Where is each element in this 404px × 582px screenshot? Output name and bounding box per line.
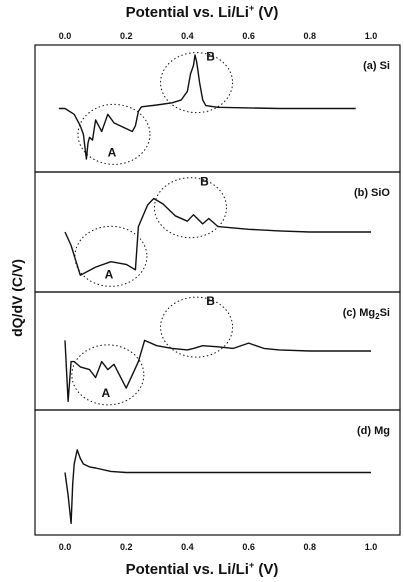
bottom-axis-title-super: + [249, 560, 254, 570]
panel-label: (c) Mg2Si [343, 307, 390, 321]
top-axis-title-tail: (V) [254, 4, 278, 21]
series-line [64, 449, 371, 525]
series-line [58, 54, 356, 160]
annotation-ellipse [153, 177, 227, 239]
top-axis-title: Potential vs. Li/Li+ (V) [126, 3, 279, 21]
annotation-label: B [206, 50, 215, 64]
top-tick-label: 0.0 [59, 31, 72, 41]
panel: (d) Mg [34, 409, 401, 536]
bottom-tick-label: 1.0 [365, 542, 378, 552]
bottom-tick-label: 0.8 [304, 542, 317, 552]
panel: (b) SiO A B [34, 171, 401, 293]
top-tick-label: 0.4 [181, 31, 194, 41]
panel-label: (d) Mg [357, 425, 390, 437]
annotation-ellipse [160, 296, 234, 358]
bottom-tick-label: 0.0 [59, 542, 72, 552]
series-line [64, 197, 371, 276]
bottom-axis-title: Potential vs. Li/Li+ (V) [126, 560, 279, 578]
annotation-label: B [206, 294, 215, 308]
top-tick-label: 0.2 [120, 31, 133, 41]
top-tick-label: 0.6 [242, 31, 255, 41]
annotation-label: A [102, 386, 111, 400]
top-axis-title-main: Potential vs. Li/Li [126, 4, 249, 21]
top-tick-label: 0.8 [304, 31, 317, 41]
panel-label-tail: Si [380, 307, 390, 319]
panel: (a) Si A B [34, 44, 401, 173]
bottom-axis-title-main: Potential vs. Li/Li [126, 561, 249, 578]
bottom-tick-label: 0.4 [181, 542, 194, 552]
panel-frame [34, 409, 401, 536]
annotation-ellipse [71, 344, 145, 406]
series-line [64, 339, 371, 403]
panel-label: (a) Si [363, 60, 390, 72]
annotation-label: B [200, 175, 209, 189]
panel-label-subscript: 2 [375, 312, 380, 321]
annotation-ellipse [160, 52, 234, 114]
panel: (c) Mg2Si A B [34, 291, 401, 411]
annotation-ellipse [77, 103, 151, 165]
panel-label-text: (c) Mg [343, 307, 375, 319]
bottom-tick-labels: 0.0 0.2 0.4 0.6 0.8 1.0 [59, 542, 378, 552]
annotation-label: A [105, 267, 114, 281]
top-axis-title-super: + [249, 3, 254, 13]
annotation-label: A [108, 145, 117, 159]
panel-label: (b) SiO [354, 187, 390, 199]
top-tick-labels: 0.0 0.2 0.4 0.6 0.8 1.0 [59, 31, 378, 41]
bottom-tick-label: 0.2 [120, 542, 133, 552]
bottom-axis-title-tail: (V) [254, 561, 278, 578]
top-tick-label: 1.0 [365, 31, 378, 41]
panels: (a) Si A B (b) SiO A B (c) Mg2Si A B (d) Mg [34, 44, 401, 536]
y-axis-title: dQ/dV (C/V) [9, 259, 25, 337]
bottom-tick-label: 0.6 [242, 542, 255, 552]
annotation-ellipse [74, 225, 148, 287]
